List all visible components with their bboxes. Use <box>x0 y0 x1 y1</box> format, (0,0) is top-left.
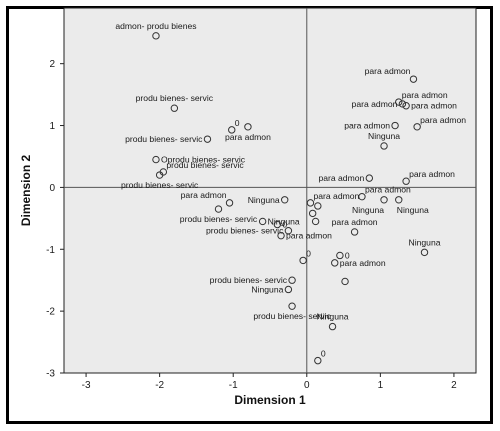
data-point <box>391 121 399 130</box>
point-label: para admon <box>365 66 411 76</box>
x-axis-ticks: -3 -2 -1 0 1 2 <box>82 373 457 391</box>
data-point <box>299 256 307 265</box>
point-label: 0 <box>345 250 350 260</box>
point-label: produ bienes- servic <box>210 275 288 285</box>
reference-lines <box>64 8 476 373</box>
data-point <box>284 285 293 294</box>
data-point <box>402 177 410 185</box>
y-tick-label: -3 <box>46 369 55 380</box>
y-axis-title: Dimension 2 <box>19 155 33 227</box>
data-point <box>380 142 388 150</box>
x-tick-label: 1 <box>378 380 384 391</box>
point-label: para admon <box>225 132 271 142</box>
point-label: produ bienes- servic <box>180 214 258 224</box>
point-label: Ninguna <box>248 195 280 205</box>
data-point <box>365 174 374 182</box>
plot-area <box>63 7 477 374</box>
data-point <box>398 100 407 108</box>
data-point <box>395 196 403 204</box>
point-label: produ bienes- servic <box>121 180 199 190</box>
data-point <box>420 248 429 257</box>
point-label: para admon <box>352 99 398 109</box>
data-point <box>358 192 366 201</box>
point-label: Ninguna <box>317 312 349 322</box>
y-tick-label: 0 <box>49 183 55 194</box>
point-label: 0 <box>306 248 311 258</box>
point-label: produ bienes- servic <box>253 311 331 321</box>
x-tick-label: 2 <box>451 380 457 391</box>
y-tick-label: -1 <box>46 245 55 256</box>
x-tick-label: -1 <box>229 380 238 391</box>
data-point <box>281 196 289 204</box>
data-point <box>244 123 252 131</box>
x-axis-title: Dimension 1 <box>234 393 306 407</box>
point-label: para admon <box>313 191 359 201</box>
x-tick-label: -2 <box>155 380 164 391</box>
data-point <box>328 322 337 331</box>
data-point <box>311 217 320 226</box>
point-label: para admon <box>318 173 364 183</box>
y-tick-label: 2 <box>49 59 55 70</box>
data-point <box>277 231 285 240</box>
data-point <box>258 217 267 226</box>
point-label: Ninguna <box>352 205 384 215</box>
point-label: produ bienes- servic <box>166 160 244 170</box>
point-label: produ bienes- servic <box>206 226 284 236</box>
data-point <box>228 126 236 134</box>
data-point <box>273 220 282 229</box>
data-point <box>306 199 315 207</box>
x-tick-label: 0 <box>304 380 310 391</box>
data-point <box>341 277 349 286</box>
point-label: para admon <box>181 190 227 200</box>
point-label: 0 <box>321 349 326 359</box>
point-label: Ninguna <box>251 284 283 294</box>
data-point <box>336 251 344 260</box>
x-tick-label: -3 <box>82 380 91 391</box>
data-point <box>214 205 223 213</box>
y-tick-label: 1 <box>49 121 55 132</box>
y-axis-ticks: -3 -2 -1 0 1 2 <box>46 59 64 380</box>
data-point <box>308 209 317 218</box>
data-point <box>284 227 293 235</box>
data-point <box>288 276 296 284</box>
data-point <box>203 135 212 143</box>
point-label: para admon <box>420 115 466 125</box>
data-point <box>413 123 421 131</box>
data-point <box>152 32 160 40</box>
point-label: para admon <box>286 231 332 241</box>
data-point <box>225 199 234 207</box>
point-label: para admon <box>411 101 457 111</box>
point-label: admon- produ bienes <box>115 21 196 31</box>
point-label: Ninguna <box>408 237 440 247</box>
point-label: para admon <box>344 121 390 131</box>
data-point <box>409 75 418 83</box>
point-label: para admon <box>340 258 386 268</box>
data-point <box>170 104 179 112</box>
data-point <box>152 155 160 164</box>
point-label: para admon <box>332 217 378 227</box>
point-label: 0 <box>282 220 287 230</box>
point-label: produ bienes- servic <box>136 93 214 103</box>
point-label: produ bienes- servic <box>125 134 203 144</box>
data-point <box>350 228 359 236</box>
point-label: para admon <box>402 90 448 100</box>
point-label: Ninguna <box>397 205 429 215</box>
data-point <box>314 202 322 210</box>
data-point <box>331 259 339 267</box>
data-point <box>402 102 410 110</box>
point-label: Oprodu bienes- servic <box>161 155 246 165</box>
point-label: Ninguna <box>368 131 400 141</box>
point-label: Ninguna <box>268 216 300 226</box>
data-point <box>380 196 388 204</box>
y-tick-label: -2 <box>46 307 55 318</box>
point-label: para admon <box>365 185 411 195</box>
data-point <box>395 98 403 106</box>
data-point <box>155 171 164 179</box>
data-point <box>288 302 296 310</box>
point-label: 0 <box>235 118 240 128</box>
point-label: para admon <box>409 169 455 179</box>
data-point <box>314 356 322 365</box>
